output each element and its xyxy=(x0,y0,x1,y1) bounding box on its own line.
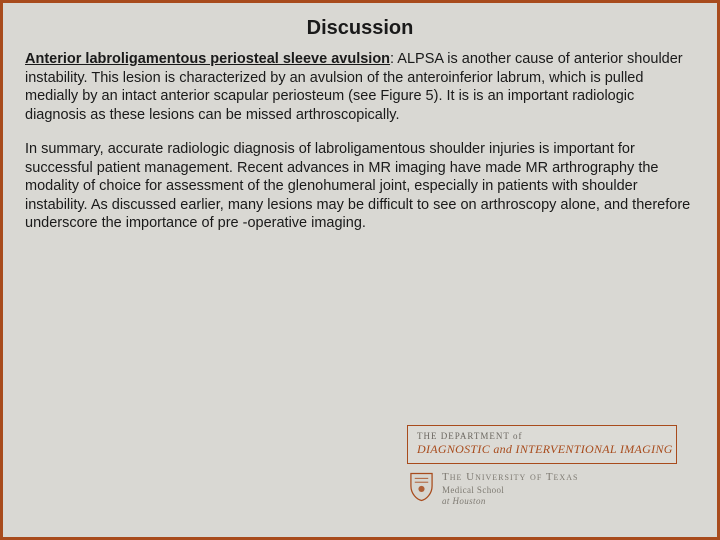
department-line2: DIAGNOSTIC and INTERVENTIONAL IMAGING xyxy=(417,442,667,457)
ut-line3: at Houston xyxy=(442,496,578,507)
shield-icon xyxy=(409,472,434,502)
department-box: THE DEPARTMENT of DIAGNOSTIC and INTERVE… xyxy=(407,425,677,464)
dept-word-and: and xyxy=(493,442,512,456)
footer-logo-block: THE DEPARTMENT of DIAGNOSTIC and INTERVE… xyxy=(407,425,677,507)
slide-title: Discussion xyxy=(25,17,695,40)
paragraph-1: Anterior labroligamentous periosteal sle… xyxy=(25,50,695,124)
dept-word-diagnostic: DIAGNOSTIC xyxy=(417,442,490,456)
department-line1: THE DEPARTMENT of xyxy=(417,431,667,441)
ut-line1: The University of Texas xyxy=(442,471,578,485)
ut-line2: Medical School xyxy=(442,485,578,496)
paragraph-2: In summary, accurate radiologic diagnosi… xyxy=(25,140,695,233)
university-row: The University of Texas Medical School a… xyxy=(407,471,677,507)
paragraph-1-lead: Anterior labroligamentous periosteal sle… xyxy=(25,51,390,67)
university-text: The University of Texas Medical School a… xyxy=(442,471,578,507)
dept-word-interventional: INTERVENTIONAL IMAGING xyxy=(516,442,673,456)
